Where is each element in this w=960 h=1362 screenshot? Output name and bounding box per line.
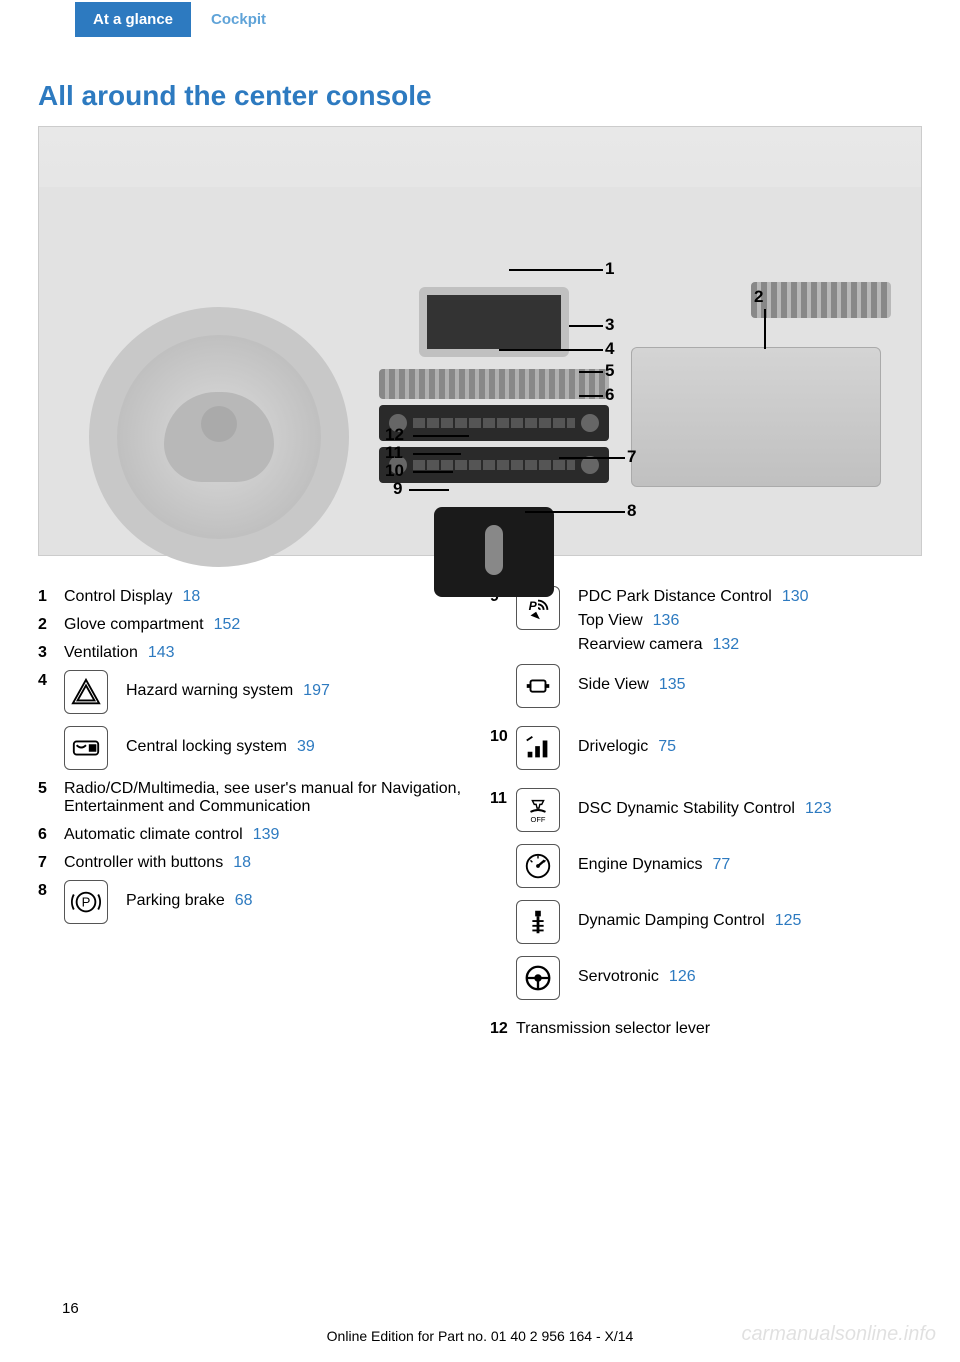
dashboard-figure: 1 2 3 4 5 6 7 8 9 10 11 12 <box>38 126 922 556</box>
header-section: Cockpit <box>191 11 266 28</box>
callout-6: 6 <box>605 385 614 405</box>
legend-left-column: 1Control Display182Glove compartment1523… <box>38 586 470 1046</box>
pbrake-icon <box>64 880 108 924</box>
page-ref[interactable]: 136 <box>653 612 680 629</box>
callout-3: 3 <box>605 315 614 335</box>
callout-10: 10 <box>385 461 404 481</box>
page-ref[interactable]: 197 <box>303 682 330 699</box>
page-number: 16 <box>62 1300 79 1317</box>
callout-7: 7 <box>627 447 636 467</box>
page-header: At a glance Cockpit <box>0 0 960 38</box>
page-ref[interactable]: 18 <box>182 588 200 605</box>
watermark: carmanualsonline.info <box>741 1323 936 1346</box>
page-ref[interactable]: 135 <box>659 676 686 693</box>
page-ref[interactable]: 126 <box>669 968 696 985</box>
page-ref[interactable]: 139 <box>253 826 280 843</box>
page-ref[interactable]: 77 <box>713 856 731 873</box>
page-ref[interactable]: 130 <box>782 588 809 605</box>
page-ref[interactable]: 152 <box>214 616 241 633</box>
callout-9: 9 <box>393 479 402 499</box>
callout-11: 11 <box>385 443 403 463</box>
drivelogic-icon <box>516 726 560 770</box>
callout-2: 2 <box>754 287 763 307</box>
callout-8: 8 <box>627 501 636 521</box>
hazard-icon <box>64 670 108 714</box>
page-ref[interactable]: 123 <box>805 800 832 817</box>
page-ref[interactable]: 132 <box>712 636 739 653</box>
damping-icon <box>516 900 560 944</box>
callout-1: 1 <box>605 259 614 279</box>
engine-icon <box>516 844 560 888</box>
dsc-icon <box>516 788 560 832</box>
page-ref[interactable]: 18 <box>233 854 251 871</box>
legend: 1Control Display182Glove compartment1523… <box>38 586 922 1046</box>
callout-4: 4 <box>605 339 614 359</box>
lock-icon <box>64 726 108 770</box>
callout-5: 5 <box>605 361 614 381</box>
page-ref[interactable]: 39 <box>297 738 315 755</box>
page-ref[interactable]: 143 <box>148 644 175 661</box>
page-ref[interactable]: 68 <box>235 892 253 909</box>
callout-12: 12 <box>385 425 404 445</box>
page-ref[interactable]: 75 <box>658 738 676 755</box>
page-title: All around the center console <box>38 80 960 112</box>
header-tab: At a glance <box>75 2 191 37</box>
servotronic-icon <box>516 956 560 1000</box>
sideview-icon <box>516 664 560 708</box>
page-ref[interactable]: 125 <box>775 912 802 929</box>
legend-right-column: 9PDC Park Distance Control130Top View136… <box>490 586 922 1046</box>
